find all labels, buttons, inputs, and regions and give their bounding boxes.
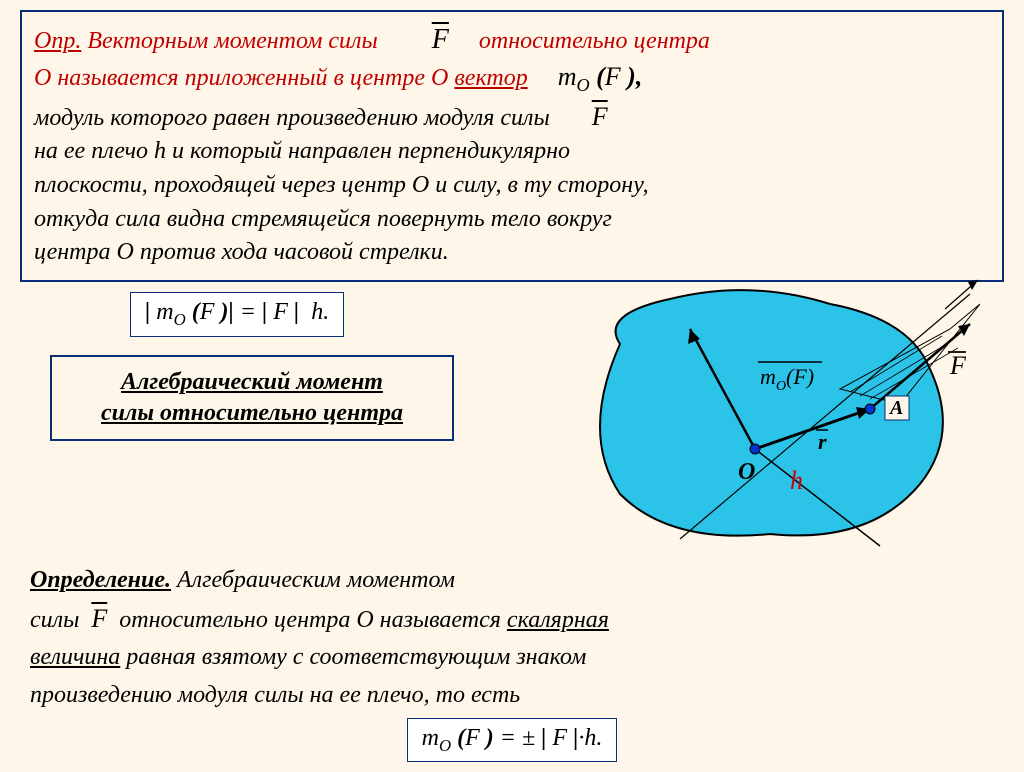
svg-text:r: r xyxy=(818,429,827,454)
svg-text:m: m xyxy=(760,364,776,389)
mo-open: ( xyxy=(596,62,605,91)
def1-line2: О называется приложенный в центре О вект… xyxy=(34,59,990,99)
def2-l1: Алгебраическим моментом xyxy=(177,567,455,593)
alg-title-1: Алгебраический момент xyxy=(121,369,383,395)
F-symbol-bar: F xyxy=(432,20,449,59)
svg-text:O: O xyxy=(776,379,786,394)
formula-2: mO (F ) = ± | F |·h. xyxy=(407,718,618,763)
def2-l4: произведению модуля силы на ее плечо, то… xyxy=(30,677,984,714)
formula-1: | mO (F )| = | F | h. xyxy=(130,292,344,337)
def1-l1b: относительно центра xyxy=(479,28,710,54)
mo-close: ), xyxy=(627,62,642,91)
opr-label: Опр. xyxy=(34,28,81,54)
formula-2-wrap: mO (F ) = ± | F |·h. xyxy=(20,718,1004,763)
def2-l2a: силы xyxy=(30,607,79,633)
formula-1-wrap: | mO (F )| = | F | h. xyxy=(130,292,550,337)
def1-line1: Опр. Векторным моментом силы F относител… xyxy=(34,20,990,59)
svg-text:h: h xyxy=(790,466,803,495)
def1-line3: модуль которого равен произведению модул… xyxy=(34,99,990,136)
def2-l2c: скалярная xyxy=(507,607,609,633)
mo-sub: O xyxy=(576,75,589,95)
mo-F: F xyxy=(605,62,621,91)
algebraic-title-box: Алгебраический момент силы относительно … xyxy=(50,355,454,441)
def1-line6: откуда сила видна стремящейся повернуть … xyxy=(34,203,990,237)
svg-text:(F): (F) xyxy=(786,364,814,389)
def2-l3b: равная взятому с соответствующим знаком xyxy=(126,644,586,670)
definition-2: Определение. Алгебраическим моментом сил… xyxy=(20,562,1004,714)
def1-line4: на ее плечо h и который направлен перпен… xyxy=(34,135,990,169)
def1-line5: плоскости, проходящей через центр О и си… xyxy=(34,169,990,203)
F-symbol-2: F xyxy=(592,99,608,135)
moment-diagram: A O h r m O (F) F xyxy=(550,274,980,554)
definition-box-1: Опр. Векторным моментом силы F относител… xyxy=(20,10,1004,282)
svg-text:A: A xyxy=(888,397,903,419)
def1-l1a: Векторным моментом силы xyxy=(87,28,377,54)
def2-l2b: относительно центра О называется xyxy=(119,607,501,633)
def2-l3a: величина xyxy=(30,644,120,670)
svg-text:F: F xyxy=(949,351,967,380)
def2-opr: Определение. xyxy=(30,567,171,593)
svg-text:O: O xyxy=(738,459,755,485)
def1-line7: центра О против хода часовой стрелки. xyxy=(34,236,990,270)
alg-title-2: силы относительно центра xyxy=(101,400,403,426)
def1-l2a: О называется приложенный в центре О xyxy=(34,65,448,91)
def1-l2b: вектор xyxy=(454,65,527,91)
mo-m: m xyxy=(558,62,577,91)
def2-F: F xyxy=(91,599,107,639)
